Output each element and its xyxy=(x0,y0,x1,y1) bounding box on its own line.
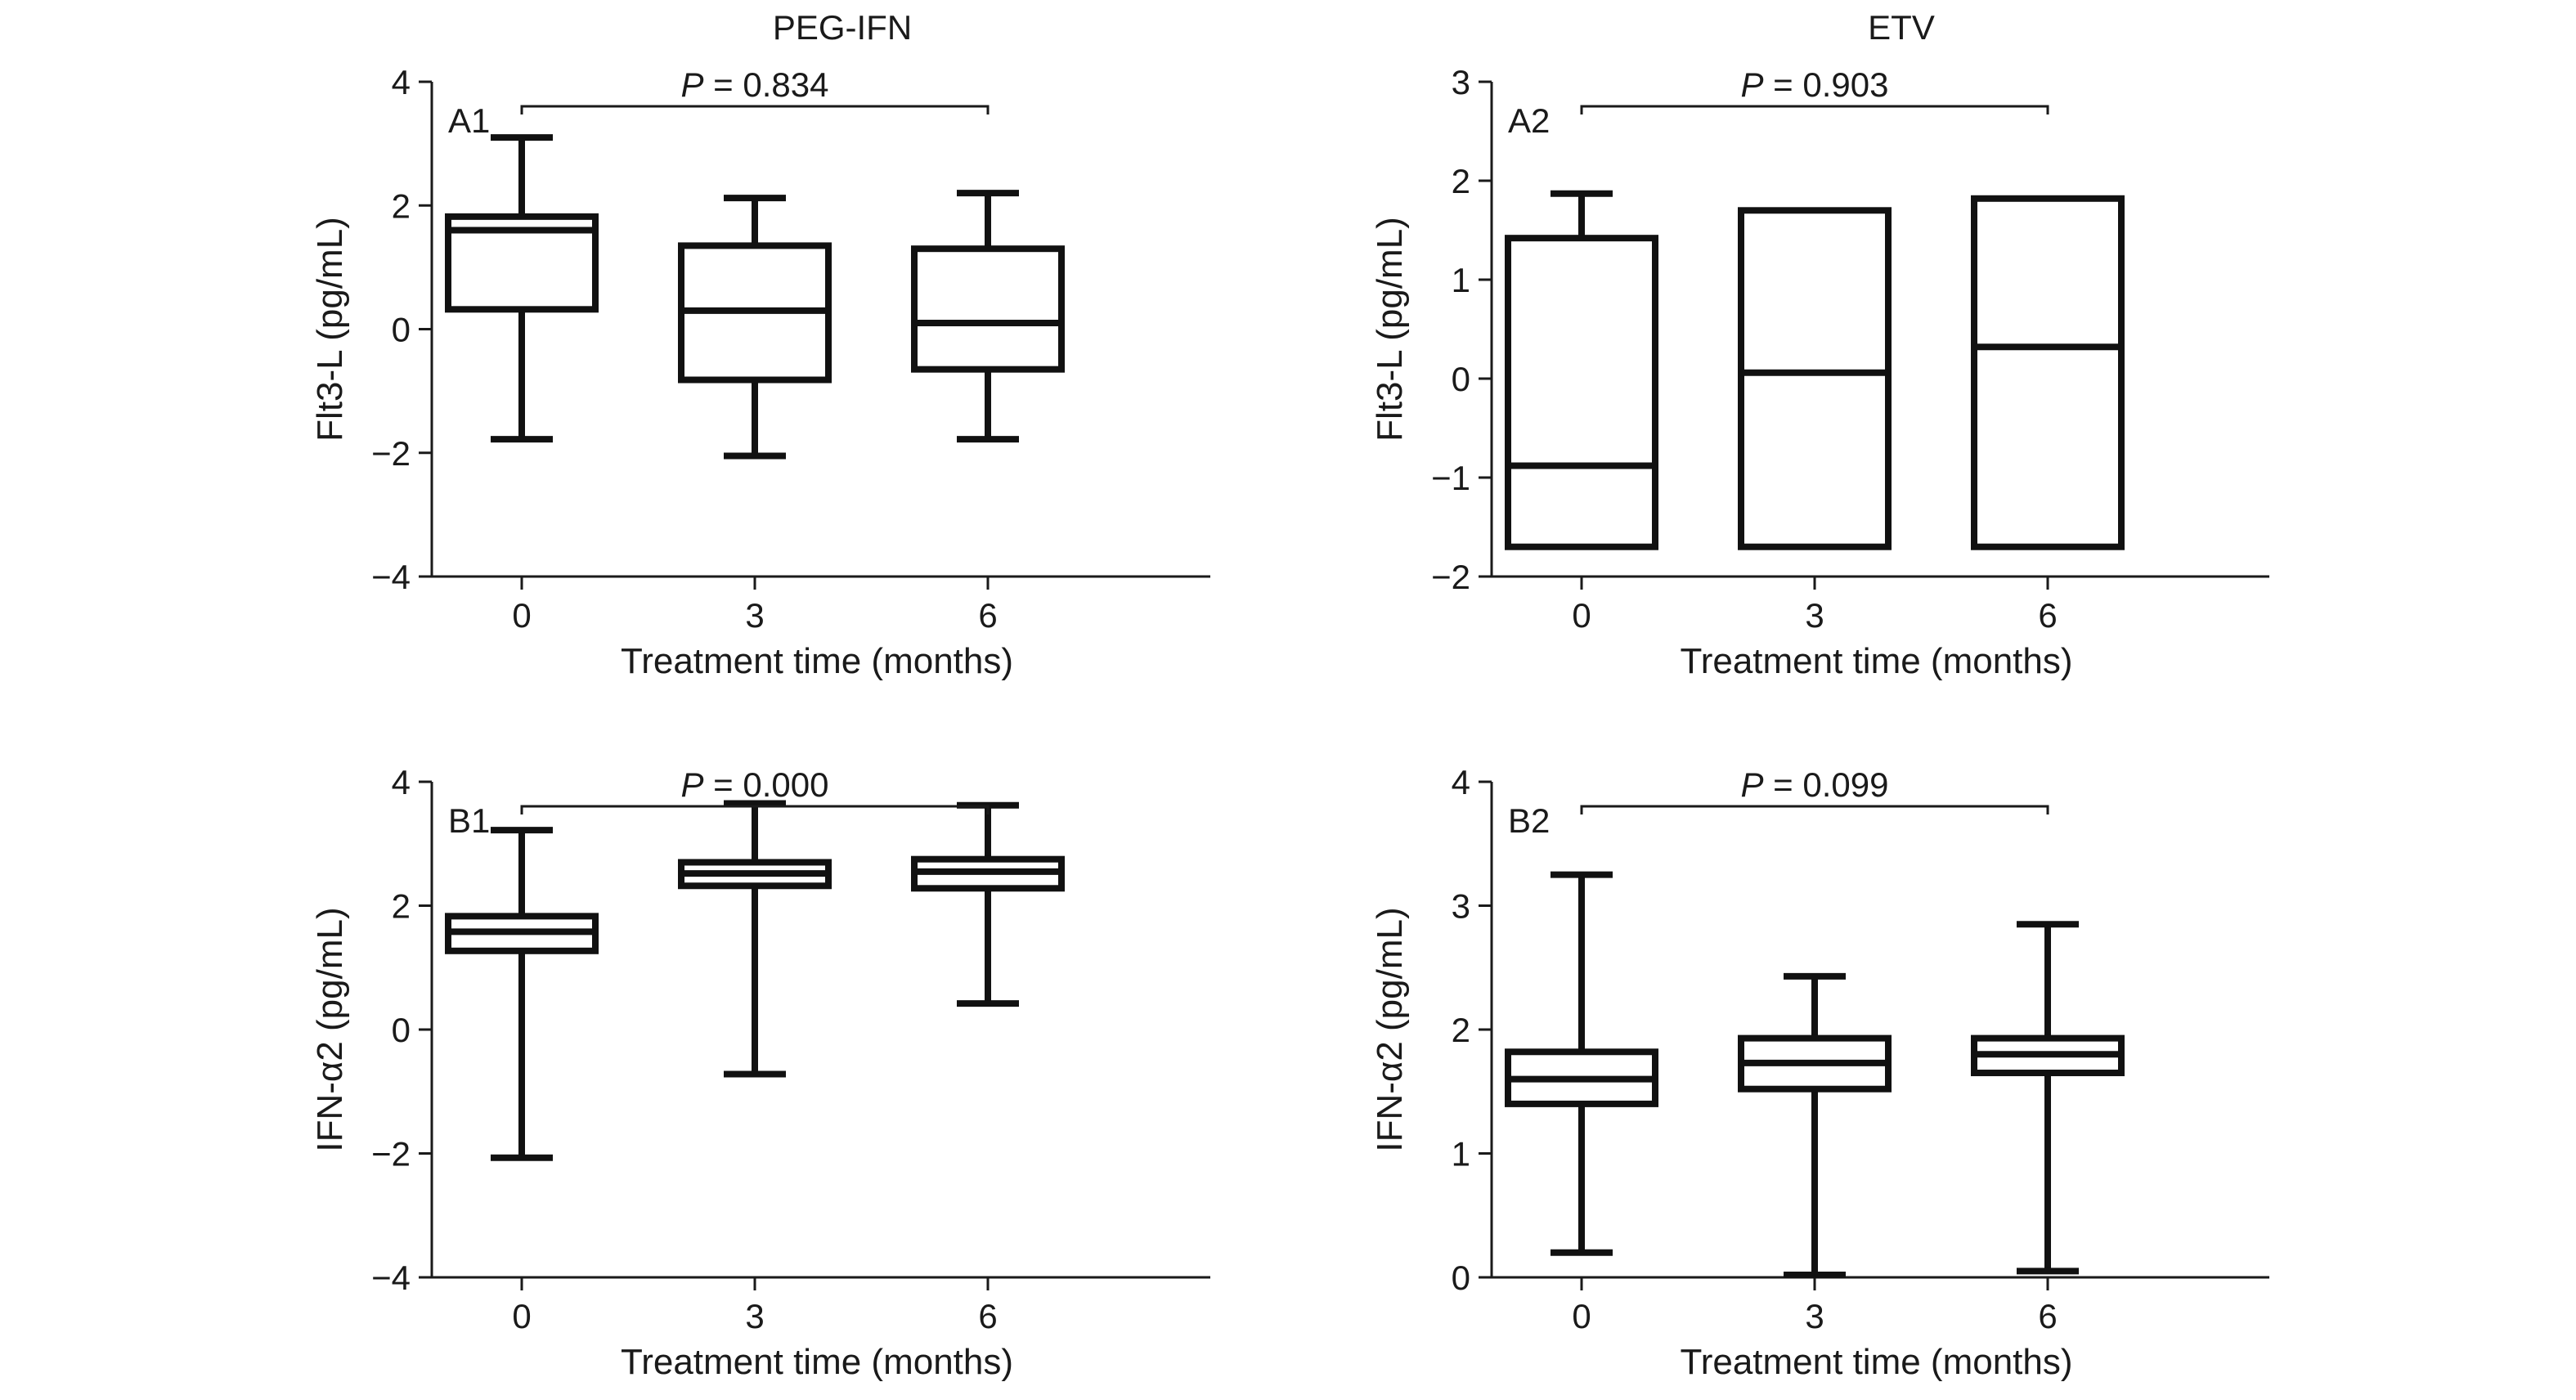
p-symbol: P xyxy=(1741,65,1764,104)
y-tick-label: 3 xyxy=(1452,887,1470,926)
p-symbol: P xyxy=(1741,765,1764,804)
y-tick-label: 4 xyxy=(392,763,411,801)
y-tick-label: 0 xyxy=(1452,360,1470,398)
iqr-box xyxy=(1974,199,2121,547)
x-tick-label: 6 xyxy=(2038,596,2057,635)
y-tick-label: 2 xyxy=(1452,162,1470,200)
panel-a1: −4 −2 0 2 4 0 3 6 Treatment time (months) Flt3-L … xyxy=(310,63,1210,681)
iqr-box xyxy=(1508,238,1655,547)
p-value: = 0.000 xyxy=(704,765,829,804)
x-tick-label: 3 xyxy=(1805,596,1824,635)
y-tick-label: 4 xyxy=(392,63,411,101)
p-value-label: P = 0.903 xyxy=(1741,65,1889,104)
box-3 xyxy=(1741,210,1888,546)
box-3 xyxy=(1741,976,1888,1275)
y-tick-label: −4 xyxy=(371,1259,411,1297)
x-tick-label: 3 xyxy=(745,596,764,635)
x-axis-title: Treatment time (months) xyxy=(621,641,1013,681)
y-tick-label: −2 xyxy=(371,1135,411,1173)
y-tick-label: −2 xyxy=(371,434,411,473)
figure: PEG-IFN ETV −4 −2 0 2 4 0 3 6 Treatment time (mo… xyxy=(0,0,2576,1396)
box-0 xyxy=(448,830,595,1158)
y-tick-label: −1 xyxy=(1431,459,1470,497)
p-value: = 0.903 xyxy=(1764,65,1889,104)
box-0 xyxy=(1508,194,1655,547)
box-3 xyxy=(681,198,828,455)
y-tick-label: 1 xyxy=(1452,1135,1470,1173)
x-tick-label: 3 xyxy=(745,1297,764,1335)
column-title-peg-ifn: PEG-IFN xyxy=(773,8,912,47)
panel-label: A2 xyxy=(1508,101,1550,140)
x-tick-label: 6 xyxy=(978,1297,997,1335)
x-tick-label: 6 xyxy=(2038,1297,2057,1335)
p-value-label: P = 0.834 xyxy=(681,65,829,104)
p-symbol: P xyxy=(681,765,704,804)
y-axis-title: Flt3-L (pg/mL) xyxy=(310,217,350,442)
x-axis-title: Treatment time (months) xyxy=(621,1342,1013,1382)
iqr-box xyxy=(914,249,1061,369)
y-axis-title: IFN-α2 (pg/mL) xyxy=(1370,907,1410,1151)
panel-b2: 0 1 2 3 4 0 3 6 Treatment time (months) IFN-α2 (p… xyxy=(1370,763,2269,1382)
box-0 xyxy=(448,137,595,439)
column-title-etv: ETV xyxy=(1868,8,1935,47)
y-tick-label: 0 xyxy=(392,311,411,349)
x-tick-label: 0 xyxy=(512,1297,531,1335)
y-tick-label: 0 xyxy=(1452,1259,1470,1297)
y-tick-label: 2 xyxy=(1452,1011,1470,1049)
y-tick-label: 2 xyxy=(392,186,411,225)
significance-bracket xyxy=(522,106,988,114)
x-tick-label: 0 xyxy=(1572,596,1591,635)
y-tick-label: 0 xyxy=(392,1011,411,1049)
y-tick-label: 3 xyxy=(1452,63,1470,101)
box-6 xyxy=(1974,924,2121,1271)
box-6 xyxy=(914,193,1061,439)
y-tick-label: −4 xyxy=(371,558,411,596)
panel-label: B2 xyxy=(1508,801,1550,840)
y-tick-label: 1 xyxy=(1452,261,1470,299)
p-symbol: P xyxy=(681,65,704,104)
p-value: = 0.834 xyxy=(704,65,829,104)
significance-bracket xyxy=(1582,806,2048,814)
box-6 xyxy=(914,805,1061,1003)
x-tick-label: 0 xyxy=(512,596,531,635)
iqr-box xyxy=(1741,210,1888,546)
p-value-label: P = 0.099 xyxy=(1741,765,1889,804)
panel-b1: −4 −2 0 2 4 0 3 6 Treatment time (months) IFN-α2 … xyxy=(310,763,1210,1382)
panel-a2: −2 −1 0 1 2 3 0 3 6 Treatment time (months) Flt3-L… xyxy=(1370,63,2269,681)
y-tick-label: 2 xyxy=(392,887,411,926)
y-axis-title: IFN-α2 (pg/mL) xyxy=(310,907,350,1151)
x-axis-title: Treatment time (months) xyxy=(1680,641,2072,681)
box-3 xyxy=(681,804,828,1075)
panel-label: A1 xyxy=(448,101,490,140)
x-tick-label: 0 xyxy=(1572,1297,1591,1335)
p-value: = 0.099 xyxy=(1764,765,1889,804)
y-tick-label: −2 xyxy=(1431,558,1470,596)
significance-bracket xyxy=(1582,106,2048,114)
y-axis-title: Flt3-L (pg/mL) xyxy=(1370,217,1410,442)
x-axis-title: Treatment time (months) xyxy=(1680,1342,2072,1382)
y-tick-label: 4 xyxy=(1452,763,1470,801)
x-tick-label: 6 xyxy=(978,596,997,635)
box-0 xyxy=(1508,875,1655,1253)
p-value-label: P = 0.000 xyxy=(681,765,829,804)
boxplot-figure: PEG-IFN ETV −4 −2 0 2 4 0 3 6 Treatment time (mo… xyxy=(0,0,2576,1396)
box-6 xyxy=(1974,199,2121,547)
x-tick-label: 3 xyxy=(1805,1297,1824,1335)
panel-label: B1 xyxy=(448,801,490,840)
